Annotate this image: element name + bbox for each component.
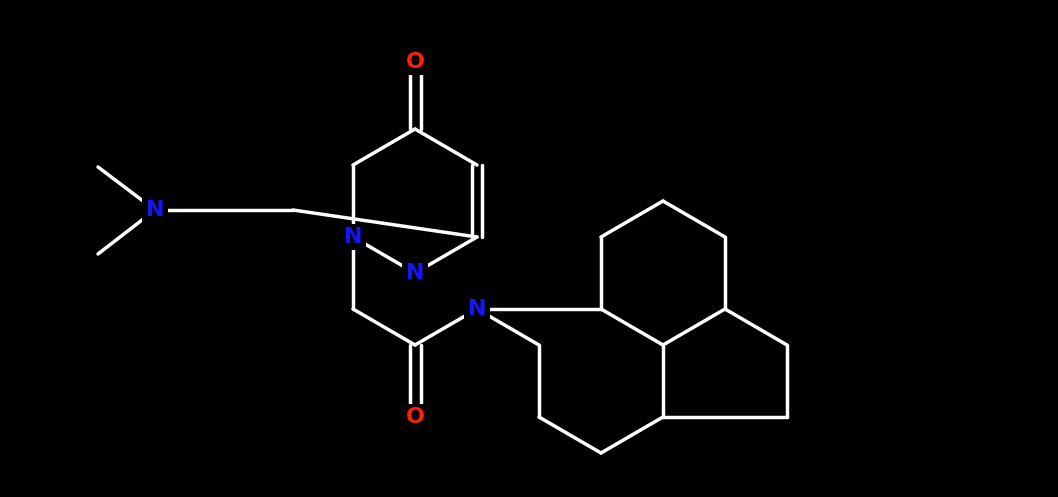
Text: N: N xyxy=(344,227,362,247)
Text: N: N xyxy=(406,263,424,283)
Text: N: N xyxy=(146,200,164,220)
Text: O: O xyxy=(405,52,424,72)
Text: O: O xyxy=(405,407,424,427)
Text: N: N xyxy=(468,299,487,319)
